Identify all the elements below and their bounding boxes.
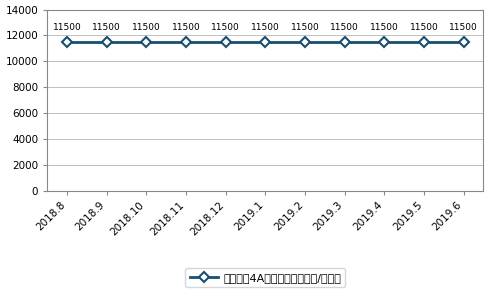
Text: 11500: 11500 xyxy=(92,23,121,32)
Text: 11500: 11500 xyxy=(250,23,279,32)
Text: 11500: 11500 xyxy=(211,23,240,32)
Text: 11500: 11500 xyxy=(290,23,319,32)
Text: 11500: 11500 xyxy=(448,23,477,32)
Text: 11500: 11500 xyxy=(409,23,437,32)
Text: 11500: 11500 xyxy=(53,23,81,32)
Text: 11500: 11500 xyxy=(369,23,398,32)
Text: 11500: 11500 xyxy=(329,23,358,32)
Text: 11500: 11500 xyxy=(171,23,200,32)
Text: 11500: 11500 xyxy=(132,23,161,32)
Legend: 进口疏盏4A燕窝市场价格（元/千克）: 进口疏盏4A燕窝市场价格（元/千克） xyxy=(185,268,345,287)
